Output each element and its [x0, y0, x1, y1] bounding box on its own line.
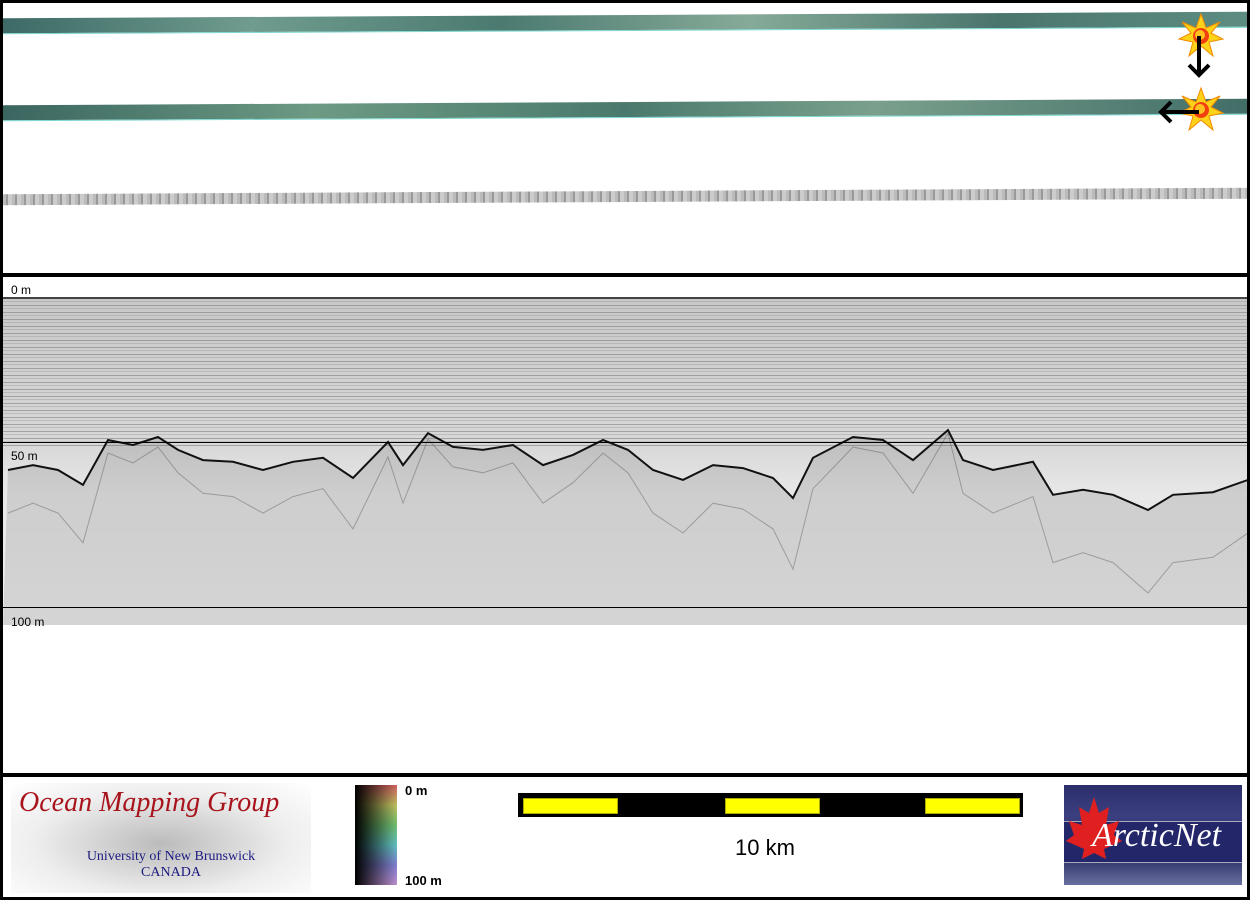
- colorbar-top-label: 0 m: [405, 783, 428, 798]
- omg-logo-title: Ocean Mapping Group: [19, 787, 280, 818]
- subbottom-shading: [3, 430, 1247, 625]
- scale-bar-label: 10 km: [735, 835, 795, 860]
- colorbar-bottom-label: 100 m: [405, 873, 442, 888]
- depth-colorbar: [355, 785, 397, 885]
- legend-panel: Ocean Mapping Group University of New Br…: [3, 777, 1247, 897]
- swath-strips-panel: [3, 3, 1247, 273]
- multiple-echo-line: [7, 431, 1247, 594]
- markers-overlay: [1158, 12, 1225, 132]
- arcticnet-logo: ArcticNet: [1064, 785, 1242, 885]
- arrow-left-icon: [1158, 100, 1199, 124]
- seafloor-profile: [3, 428, 1247, 773]
- depth-label-50: 50 m: [11, 449, 38, 463]
- depth-line-50: [3, 442, 1247, 443]
- empty-area: [3, 625, 1247, 773]
- depth-line-100: [3, 607, 1247, 608]
- scale-bar: [518, 793, 1023, 817]
- seafloor-line: [7, 428, 1247, 512]
- echogram-top-line: [3, 297, 1247, 299]
- arcticnet-logo-text: ArcticNet: [1092, 817, 1222, 854]
- depth-label-100: 100 m: [11, 615, 45, 629]
- omg-logo-line2: CANADA: [141, 865, 201, 880]
- depth-label-0: 0 m: [11, 283, 32, 297]
- maple-leaf-icon: [1066, 797, 1122, 859]
- arrow-down-icon: [1187, 36, 1211, 78]
- omg-logo-line1: University of New Brunswick: [86, 849, 256, 864]
- scale-bar-segment: [925, 798, 1020, 814]
- echogram-panel: 0 m 50 m 100 m: [3, 277, 1247, 773]
- scale-bar-segment: [523, 798, 618, 814]
- ocean-mapping-group-logo: Ocean Mapping Group University of New Br…: [11, 783, 311, 893]
- scale-bar-segment: [725, 798, 820, 814]
- sun-marker-icon: [1177, 86, 1225, 132]
